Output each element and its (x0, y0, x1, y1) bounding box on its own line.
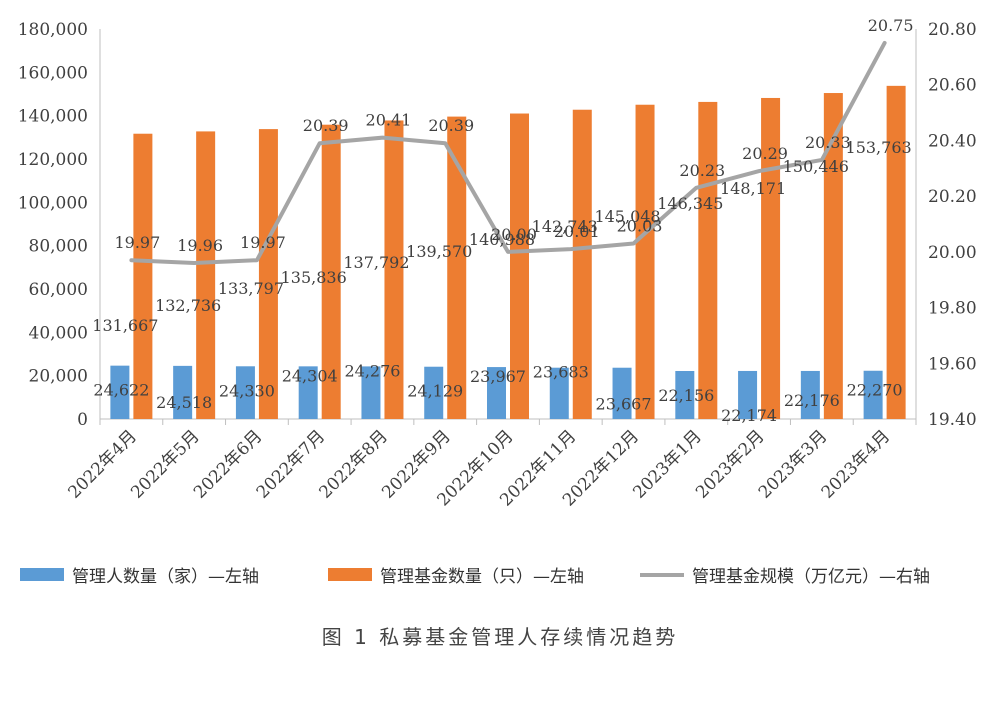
bar-managers (863, 370, 883, 419)
legend-label-scale: 管理基金规模（万亿元）—右轴 (692, 567, 930, 587)
line-fund-scale (129, 40, 887, 265)
data-label-funds: 135,836 (281, 268, 347, 287)
legend-label-managers: 管理人数量（家）—左轴 (72, 567, 259, 587)
figure-caption: 图 1 私募基金管理人存续情况趋势 (321, 625, 679, 649)
data-label-scale: 20.03 (617, 217, 663, 236)
x-tick-label: 2023年4月 (818, 426, 894, 502)
bar-managers (298, 366, 318, 419)
data-label-scale: 20.29 (742, 144, 788, 163)
data-label-managers: 22,176 (784, 391, 840, 410)
y-right-tick-label: 20.80 (928, 20, 977, 40)
data-label-managers: 24,622 (93, 381, 149, 400)
y-left-tick-label: 40,000 (29, 323, 88, 343)
bar-managers (173, 365, 193, 419)
data-label-scale: 20.41 (366, 111, 412, 130)
bar-funds (635, 104, 655, 419)
bar-managers (738, 370, 758, 419)
y-left-tick-label: 0 (77, 410, 88, 430)
bar-funds (258, 129, 278, 419)
y-right-tick-label: 19.40 (928, 410, 977, 430)
data-label-scale: 20.00 (491, 225, 537, 244)
data-label-managers: 22,174 (721, 406, 777, 425)
data-label-scale: 19.97 (240, 233, 286, 252)
bar-managers (487, 367, 506, 419)
data-label-managers: 22,270 (847, 381, 903, 400)
data-label-scale: 20.39 (303, 116, 349, 135)
bar-managers (549, 367, 569, 419)
bar-funds (321, 124, 341, 420)
legend: 管理人数量（家）—左轴 管理基金数量（只）—左轴 管理基金规模（万亿元）—右轴 (0, 562, 1000, 592)
y-right-tick-label: 20.20 (928, 187, 977, 207)
data-label-funds: 153,763 (846, 138, 912, 157)
y-left-tick-label: 100,000 (18, 193, 88, 213)
bar-funds (823, 93, 843, 420)
data-label-funds: 146,345 (657, 194, 723, 213)
data-label-scale: 20.23 (679, 161, 725, 180)
y-left-tick-label: 160,000 (18, 63, 88, 83)
y-left-tick-label: 180,000 (18, 20, 88, 40)
y-left-tick-label: 60,000 (29, 280, 88, 300)
legend-label-funds: 管理基金数量（只）—左轴 (380, 567, 584, 587)
bar-funds (761, 97, 781, 419)
data-label-managers: 24,330 (219, 381, 275, 400)
bar-funds (886, 85, 906, 419)
data-label-managers: 24,276 (344, 361, 400, 380)
bar-managers (235, 366, 255, 419)
data-label-funds: 132,736 (155, 296, 221, 315)
data-label-managers: 23,967 (470, 367, 526, 386)
bar-funds (572, 109, 592, 419)
data-label-managers: 22,156 (658, 386, 714, 405)
bar-managers (675, 370, 695, 419)
bar-funds (447, 116, 467, 420)
legend-item-managers: 管理人数量（家）—左轴 (20, 562, 259, 587)
bar-managers (361, 366, 381, 419)
data-label-managers: 23,683 (533, 363, 589, 382)
bar-funds (196, 131, 216, 419)
y-right-tick-label: 19.60 (928, 354, 977, 374)
chart-plot: 0 20,000 40,000 60,000 80,000 100,000 120,000 1… (18, 16, 977, 511)
data-label-funds: 137,792 (343, 253, 409, 272)
data-label-funds: 133,797 (218, 279, 284, 298)
data-label-managers: 23,667 (596, 395, 652, 414)
y-left-tick-label: 120,000 (18, 150, 88, 170)
y-left-tick-label: 140,000 (18, 107, 88, 127)
legend-item-scale: 管理基金规模（万亿元）—右轴 (640, 562, 930, 587)
y-left-tick-label: 80,000 (29, 237, 88, 257)
legend-swatch-funds (328, 568, 372, 581)
legend-swatch-managers (20, 568, 64, 581)
bar-managers (612, 367, 632, 419)
y-right-tick-label: 20.60 (928, 76, 977, 96)
y-right-tick-label: 20.40 (928, 131, 977, 151)
bar-funds (384, 120, 404, 419)
bar-funds (510, 113, 529, 419)
y-right-tick-label: 20.00 (928, 243, 977, 263)
y-right-tick-label: 19.80 (928, 299, 977, 319)
data-label-scale: 19.97 (114, 233, 160, 252)
y-left-tick-label: 20,000 (29, 367, 88, 387)
data-label-funds: 142,743 (532, 217, 598, 236)
data-label-funds: 131,667 (92, 316, 158, 335)
data-label-scale: 20.39 (428, 116, 474, 135)
data-label-scale: 20.33 (805, 133, 851, 152)
data-label-managers: 24,518 (156, 393, 212, 412)
legend-swatch-scale (640, 572, 684, 577)
data-label-funds: 139,570 (406, 242, 472, 261)
bar-funds (698, 101, 718, 420)
data-label-scale: 19.96 (177, 236, 223, 255)
data-label-funds: 140,988 (469, 230, 535, 249)
data-label-funds: 145,048 (594, 207, 660, 226)
bar-funds (133, 133, 153, 419)
bar-managers (110, 365, 130, 419)
data-label-managers: 24,129 (407, 382, 463, 401)
data-label-funds: 148,171 (720, 179, 786, 198)
data-label-funds: 150,446 (783, 157, 849, 176)
data-label-scale: 20.75 (868, 16, 914, 35)
data-label-scale: 20.01 (554, 222, 600, 241)
bar-managers (424, 366, 444, 419)
legend-item-funds: 管理基金数量（只）—左轴 (328, 562, 584, 587)
bar-managers (800, 370, 820, 419)
data-label-managers: 24,304 (282, 366, 338, 385)
